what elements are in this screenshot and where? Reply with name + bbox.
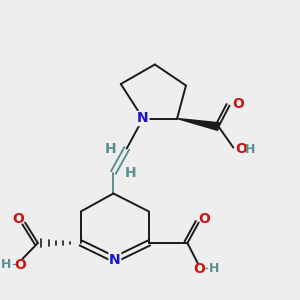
Text: O: O: [12, 212, 24, 226]
Text: H: H: [125, 167, 136, 180]
Text: O: O: [198, 212, 210, 226]
Text: O: O: [235, 142, 247, 156]
Text: H: H: [245, 142, 255, 156]
Text: O: O: [194, 262, 206, 276]
Text: N: N: [137, 112, 149, 125]
Text: N: N: [109, 253, 121, 266]
Text: H: H: [105, 142, 116, 156]
Text: O: O: [232, 97, 244, 111]
Text: H: H: [208, 262, 219, 275]
Polygon shape: [177, 118, 219, 130]
Text: H: H: [0, 257, 11, 271]
Text: O: O: [14, 258, 26, 272]
